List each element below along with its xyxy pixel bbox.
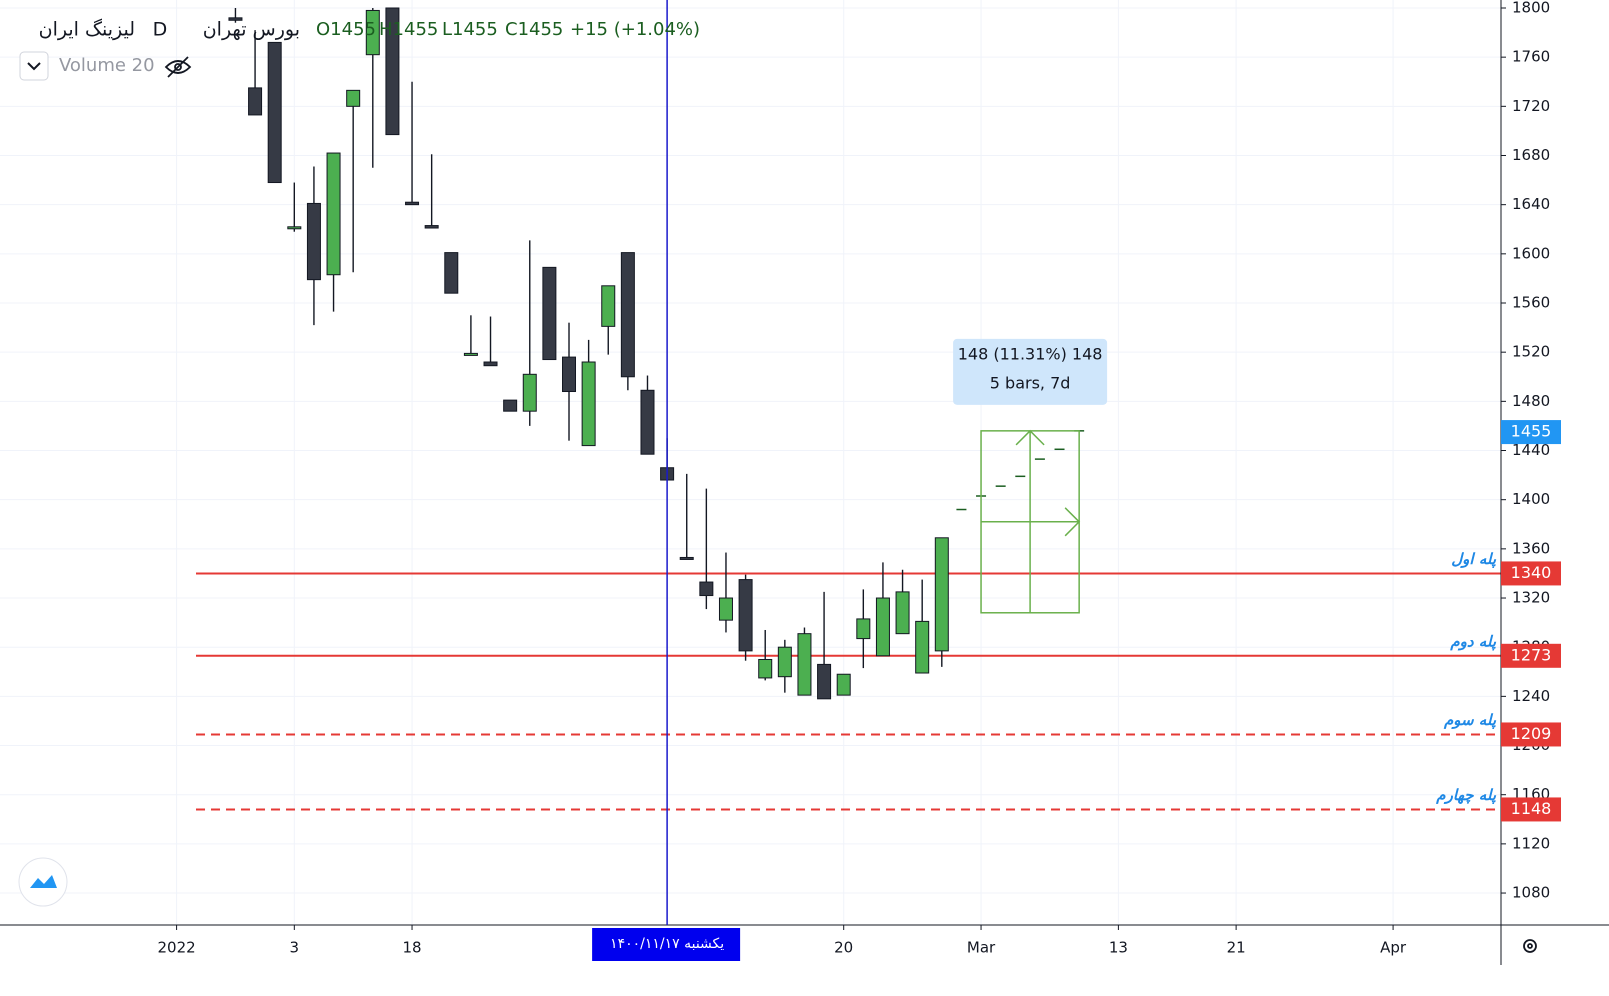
- y-tick-label: 1400: [1512, 490, 1550, 508]
- level-badge: [1501, 797, 1561, 822]
- candle-body: [934, 537, 949, 652]
- y-tick-label: 1640: [1512, 195, 1550, 213]
- ohlc-value: O1455: [316, 19, 376, 40]
- x-tick-label: Mar: [967, 939, 996, 957]
- candle-body: [875, 597, 890, 657]
- y-tick-label: 1600: [1512, 244, 1550, 262]
- level-badge: [1501, 722, 1561, 747]
- y-tick-label: 1240: [1512, 687, 1550, 705]
- candle-body: [640, 389, 655, 455]
- y-tick-label: 1520: [1512, 343, 1550, 361]
- measure-label: 5 bars, 7d: [990, 373, 1071, 392]
- candle-body: [483, 361, 498, 367]
- candle-body: [365, 9, 380, 56]
- candle-body: [738, 579, 753, 652]
- candle-body: [895, 591, 910, 635]
- candle-body: [620, 252, 635, 378]
- candle-body: [287, 226, 302, 230]
- level-badge: [1501, 643, 1561, 668]
- level-label: پله چهارم: [1435, 786, 1497, 804]
- x-tick-label: 13: [1109, 939, 1128, 957]
- candle-body: [228, 17, 243, 21]
- y-tick-label: 1760: [1512, 48, 1550, 66]
- candle-body: [915, 620, 930, 674]
- candle-body: [424, 225, 439, 229]
- x-tick-label: 2022: [157, 939, 195, 957]
- y-tick-label: 1720: [1512, 97, 1550, 115]
- x-tick-label: 18: [402, 939, 421, 957]
- ohlc-value: L1455: [442, 19, 498, 40]
- candle-body: [562, 356, 577, 393]
- y-tick-label: 1120: [1512, 834, 1550, 852]
- candle-body: [542, 266, 557, 361]
- candle-body: [836, 673, 851, 696]
- level-badge: [1501, 561, 1561, 586]
- y-tick-label: 1800: [1512, 0, 1550, 16]
- level-label: پله سوم: [1443, 711, 1497, 729]
- x-tick-label: Apr: [1380, 939, 1407, 957]
- symbol: بورس تهران: [203, 19, 300, 41]
- candle-body: [601, 285, 616, 327]
- change: +15 (+1.04%): [570, 19, 700, 40]
- settings-icon[interactable]: [1523, 939, 1537, 953]
- candle-body: [758, 658, 773, 679]
- candle-body: [248, 87, 263, 116]
- y-tick-label: 1680: [1512, 146, 1550, 164]
- candle-body: [856, 618, 871, 640]
- ohlc-value: H1455: [379, 19, 438, 40]
- level-badge-label: 1209: [1511, 724, 1552, 743]
- candle-body: [718, 597, 733, 621]
- candle-body: [306, 202, 321, 281]
- candle-body: [346, 89, 361, 107]
- chevron-icon: [27, 62, 41, 71]
- candle-body: [777, 646, 792, 678]
- logo-icon: [30, 875, 57, 888]
- level-label: پله دوم: [1449, 632, 1496, 650]
- candle-body: [581, 361, 596, 447]
- ohlc-value: C1455: [505, 19, 563, 40]
- interval: D: [153, 19, 168, 41]
- measure-arrows: [981, 429, 1081, 613]
- y-tick-label: 1320: [1512, 589, 1550, 607]
- candle-body: [267, 41, 282, 184]
- candle-body: [326, 152, 341, 276]
- candle-body: [797, 633, 812, 696]
- y-tick-label: 1440: [1512, 441, 1550, 459]
- y-tick-label: 1480: [1512, 392, 1550, 410]
- symbol-name: لیزینگ ایران: [39, 19, 135, 41]
- candle-body: [405, 201, 420, 206]
- x-tick-label: 3: [290, 939, 300, 957]
- logo-button[interactable]: [18, 857, 68, 907]
- hide-icon[interactable]: [164, 56, 192, 78]
- crosshair-label-bg: [592, 928, 741, 961]
- y-tick-label: 1360: [1512, 539, 1550, 557]
- candle-body: [503, 399, 518, 412]
- level-badge-label: 1148: [1511, 799, 1552, 818]
- candle-body: [679, 556, 694, 560]
- candle-body: [522, 373, 537, 412]
- candle-body: [385, 7, 400, 136]
- crosshair-label: یکشنبه ۱۴۰۰/۱۱/۱۷: [610, 936, 724, 952]
- y-tick-label: 1080: [1512, 884, 1550, 902]
- candle-body: [463, 352, 478, 356]
- measure-label: 148 (11.31%) 148: [958, 344, 1103, 363]
- level-badge-label: 1273: [1511, 645, 1552, 664]
- y-tick-label: 1560: [1512, 294, 1550, 312]
- candle-body: [817, 663, 832, 700]
- x-tick-label: 20: [834, 939, 853, 957]
- x-tick-label: 21: [1227, 939, 1246, 957]
- indicator-label: Volume 20: [59, 55, 155, 76]
- candle-body: [699, 581, 714, 597]
- last-price-label: 1455: [1511, 422, 1552, 441]
- candle-body: [444, 252, 459, 294]
- last-price-badge: [1501, 420, 1561, 445]
- level-label: پله اول: [1451, 550, 1497, 568]
- measure-label-bg: [953, 338, 1108, 405]
- level-badge-label: 1340: [1511, 563, 1552, 582]
- collapse-button[interactable]: [19, 51, 49, 81]
